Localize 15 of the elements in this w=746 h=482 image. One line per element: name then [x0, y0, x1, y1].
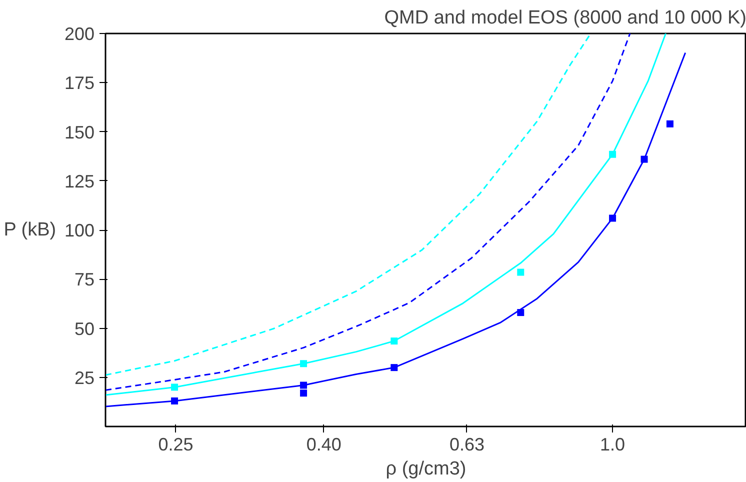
- x-tick-label: 0.63: [449, 434, 484, 454]
- y-tick-label: 200: [64, 24, 95, 44]
- y-tick-label: 75: [74, 270, 95, 290]
- y-tick-label: 175: [64, 73, 95, 94]
- x-tick-label: 0.25: [158, 434, 194, 454]
- x-tick-label: 1.0: [600, 434, 626, 454]
- y-tick-label: 150: [64, 122, 95, 142]
- x-axis-title: ρ (g/cm3): [386, 458, 466, 480]
- y-tick-label: 125: [64, 171, 95, 192]
- y-axis-title: P (kB): [4, 220, 56, 240]
- y-tick-label: 50: [74, 318, 95, 339]
- y-tick-label: 25: [74, 368, 95, 388]
- x-tick-label: 0.40: [306, 434, 342, 454]
- y-tick-label: 100: [64, 220, 95, 240]
- chart-title: QMD and model EOS (8000 and 10 000 K): [384, 8, 746, 28]
